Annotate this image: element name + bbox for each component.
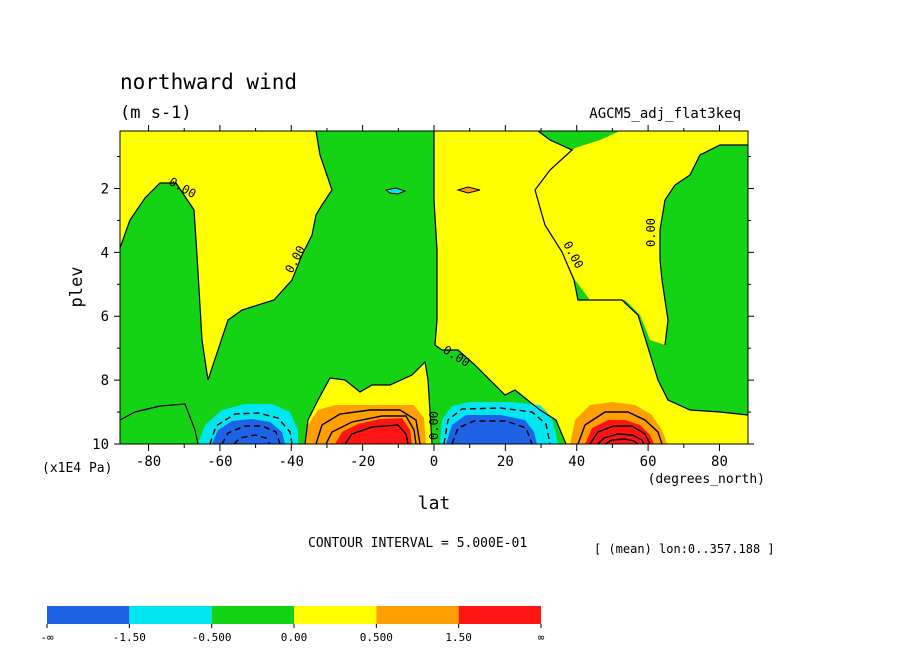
positive-region-nh-upper xyxy=(535,131,748,345)
y-tick-label: 8 xyxy=(101,373,109,389)
x-tick-label: 60 xyxy=(640,454,657,470)
positive-core-sh-red xyxy=(335,418,412,444)
zero-contour xyxy=(659,144,748,346)
y-tick-label: 6 xyxy=(101,309,109,325)
legend-swatch xyxy=(458,606,541,624)
y-axis-units: (x1E4 Pa) xyxy=(42,461,112,476)
y-tick-label: 2 xyxy=(101,181,109,197)
zero-contour xyxy=(433,131,567,445)
x-tick-label: 0 xyxy=(430,454,438,470)
positive-blob-upper xyxy=(456,186,481,194)
y-tick-label: 4 xyxy=(101,245,109,261)
legend-swatch xyxy=(294,606,377,624)
positive-contour xyxy=(589,425,651,445)
plot-area: 0.00 0.00 0.00 0.00 0.00 0.00 xyxy=(119,130,749,445)
zero-contour xyxy=(119,130,333,381)
legend-label: -∞ xyxy=(40,631,54,644)
x-tick-label: -80 xyxy=(136,454,161,470)
positive-contours xyxy=(315,409,663,445)
positive-contour xyxy=(315,409,421,445)
zero-contour xyxy=(534,130,749,416)
negative-contours xyxy=(209,407,551,445)
negative-blob-upper xyxy=(384,187,407,195)
zero-contours xyxy=(119,130,749,445)
y-axis: 2 4 6 8 10 xyxy=(92,156,754,453)
legend-label: -1.50 xyxy=(113,631,146,644)
negative-contour xyxy=(209,412,293,445)
legend-label: 0.00 xyxy=(281,631,308,644)
legend-swatch xyxy=(211,606,294,624)
contour-interval-note: CONTOUR INTERVAL = 5.000E-01 xyxy=(308,536,527,551)
x-axis-label: lat xyxy=(418,493,451,514)
x-tick-label: 40 xyxy=(568,454,585,470)
positive-contour xyxy=(597,433,645,445)
positive-region-sh-upper xyxy=(120,131,332,380)
negative-contour xyxy=(443,407,551,445)
negative-core-nh-blue xyxy=(446,415,537,444)
positive-contour xyxy=(344,424,409,445)
positive-contour xyxy=(604,438,639,445)
positive-region-mid xyxy=(434,131,748,444)
legend-label: 1.50 xyxy=(445,631,472,644)
legend-swatch xyxy=(47,606,130,624)
mean-note: [ (mean) lon:0..357.188 ] xyxy=(594,542,775,556)
dataset-label: AGCM5_adj_flat3keq xyxy=(589,106,741,122)
x-tick-label: 20 xyxy=(497,454,514,470)
legend-label: -0.500 xyxy=(192,631,232,644)
zero-contour xyxy=(304,360,433,445)
x-tick-label: -40 xyxy=(279,454,304,470)
negative-core-sh-blue xyxy=(212,419,285,444)
negative-contour xyxy=(451,420,533,445)
positive-contour xyxy=(325,415,417,445)
x-tick-label: -20 xyxy=(350,454,375,470)
y-tick-label: 10 xyxy=(92,437,109,453)
x-tick-label: -60 xyxy=(207,454,232,470)
contour-label: 0.00 xyxy=(644,218,658,247)
legend-label: ∞ xyxy=(538,631,545,644)
positive-contour xyxy=(577,411,663,445)
chart-units: (m s-1) xyxy=(120,103,192,123)
legend-swatch xyxy=(376,606,459,624)
y-axis-label: plev xyxy=(67,267,87,308)
legend-swatch xyxy=(129,606,212,624)
contour-label: 0.00 xyxy=(427,411,441,440)
zero-contour xyxy=(119,403,199,445)
color-legend: -∞ -1.50 -0.500 0.00 0.500 1.50 ∞ xyxy=(40,606,545,644)
negative-contour xyxy=(233,434,271,445)
x-axis-units: (degrees_north) xyxy=(648,472,765,487)
x-tick-label: 80 xyxy=(711,454,728,470)
legend-label: 0.500 xyxy=(360,631,393,644)
chart-title: northward wind xyxy=(120,70,297,94)
negative-contour xyxy=(221,425,281,445)
x-axis: -80 -60 -40 -20 0 20 40 60 80 xyxy=(136,125,728,470)
